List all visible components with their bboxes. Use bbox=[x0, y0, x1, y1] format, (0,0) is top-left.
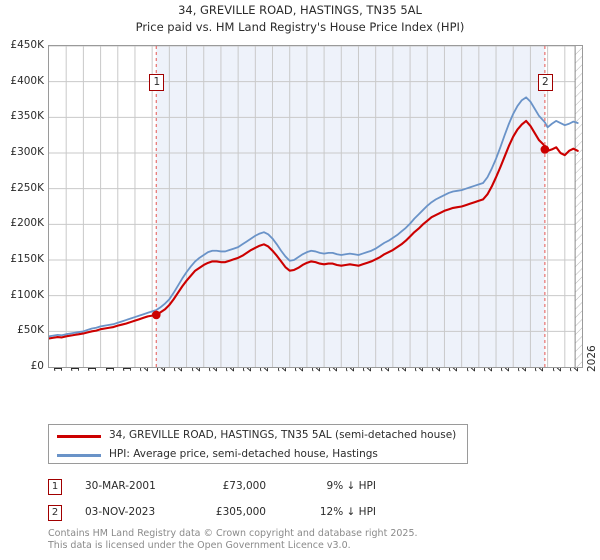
y-axis-tick: £100K bbox=[10, 288, 44, 301]
sale-date: 03-NOV-2023 bbox=[85, 506, 156, 518]
y-axis-tick: £450K bbox=[10, 39, 44, 51]
legend-label: HPI: Average price, semi-detached house,… bbox=[109, 448, 378, 460]
y-axis-tick: £200K bbox=[10, 217, 44, 230]
y-axis-tick: £350K bbox=[10, 110, 44, 123]
sale-index-badge: 2 bbox=[48, 505, 62, 521]
sale-marker-1[interactable]: 1 bbox=[149, 74, 165, 91]
footer-line-1: Contains HM Land Registry data © Crown c… bbox=[48, 528, 418, 539]
sale-record-row[interactable]: 1 30-MAR-2001 £73,000 9% ↓ HPI bbox=[48, 477, 478, 499]
legend-item: 34, GREVILLE ROAD, HASTINGS, TN35 5AL (s… bbox=[49, 426, 467, 446]
sale-record-row[interactable]: 2 03-NOV-2023 £305,000 12% ↓ HPI bbox=[48, 503, 478, 525]
title-line-2: Price paid vs. HM Land Registry's House … bbox=[135, 20, 465, 34]
chart-legend: 34, GREVILLE ROAD, HASTINGS, TN35 5AL (s… bbox=[48, 424, 468, 464]
y-axis-tick: £400K bbox=[10, 74, 44, 87]
sale-index-badge: 1 bbox=[48, 479, 62, 495]
sale-date: 30-MAR-2001 bbox=[85, 480, 156, 492]
legend-color-swatch bbox=[57, 435, 101, 438]
plot-area bbox=[48, 45, 583, 368]
page-title: 34, GREVILLE ROAD, HASTINGS, TN35 5AL Pr… bbox=[0, 2, 600, 36]
legend-label: 34, GREVILLE ROAD, HASTINGS, TN35 5AL (s… bbox=[109, 429, 457, 441]
legend-color-swatch bbox=[57, 454, 101, 457]
sale-hpi-delta: 9% ↓ HPI bbox=[326, 480, 376, 492]
y-axis-tick: £300K bbox=[10, 146, 44, 158]
sale-marker-2[interactable]: 2 bbox=[537, 74, 553, 91]
title-line-1: 34, GREVILLE ROAD, HASTINGS, TN35 5AL bbox=[178, 3, 422, 17]
price-history-chart bbox=[49, 46, 582, 367]
x-axis-tick: 2026 bbox=[586, 345, 598, 372]
legend-item: HPI: Average price, semi-detached house,… bbox=[49, 445, 467, 465]
sale-price: £73,000 bbox=[222, 480, 266, 492]
sale-hpi-delta: 12% ↓ HPI bbox=[319, 506, 376, 518]
footer-attribution: Contains HM Land Registry data © Crown c… bbox=[48, 528, 568, 551]
y-axis-tick: £0 bbox=[30, 360, 44, 372]
sale-price: £305,000 bbox=[215, 506, 266, 518]
y-axis-tick: £150K bbox=[10, 253, 44, 265]
footer-line-2: This data is licensed under the Open Gov… bbox=[48, 539, 351, 551]
y-axis-tick: £250K bbox=[10, 181, 44, 194]
y-axis-tick: £50K bbox=[17, 324, 44, 337]
